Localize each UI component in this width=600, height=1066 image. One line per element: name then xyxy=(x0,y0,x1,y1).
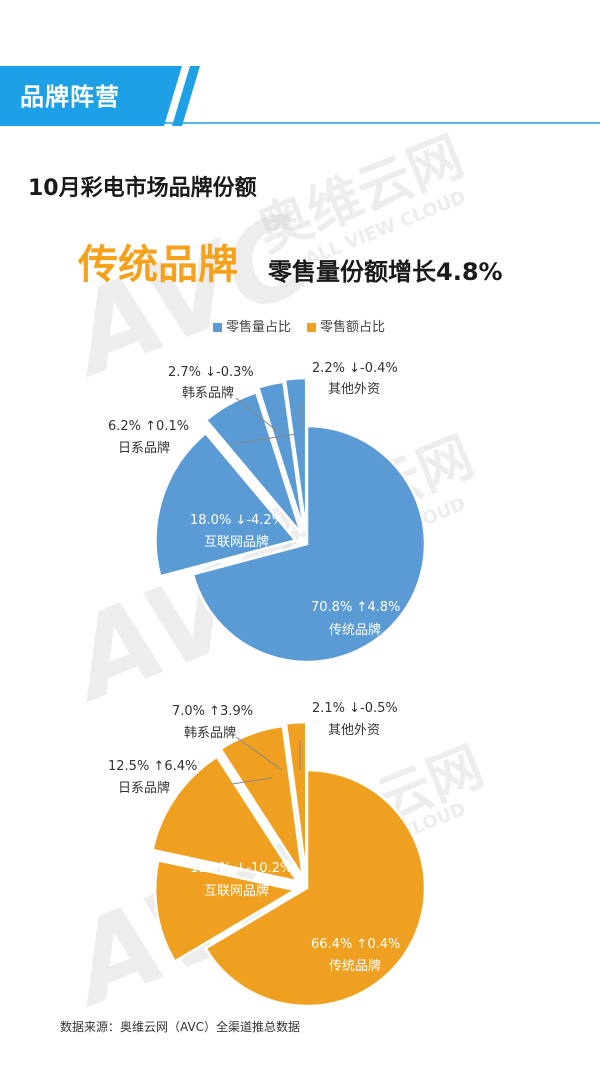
page-title: 10月彩电市场品牌份额 xyxy=(28,176,257,201)
pie-0: 70.8% ↑4.8% 传统品牌 18.0% ↓-4.2% 互联网品牌 6.2% ↑0.… xyxy=(108,361,427,664)
data-label-name-japanese: 日系品牌 xyxy=(118,440,170,456)
pie-slice-other-foreign xyxy=(283,376,308,533)
pie-slice-korean xyxy=(218,724,305,878)
data-label-value-japanese: 12.5% ↑6.4% xyxy=(108,759,197,774)
legend-swatch-value xyxy=(307,323,316,332)
data-label-value-korean: 7.0% ↑3.9% xyxy=(172,704,253,719)
pie-slice-other-foreign xyxy=(284,720,308,877)
data-label-name-korean: 韩系品牌 xyxy=(184,725,236,741)
section-tag: 品牌阵营 xyxy=(20,83,120,111)
headline-sub: 零售量份额增长4.8% xyxy=(268,258,503,286)
pie-slice-internet xyxy=(154,431,298,578)
data-label-value-other-foreign: 2.1% ↓-0.5% xyxy=(312,701,398,716)
pie-slice-traditional xyxy=(203,768,427,1008)
data-label-name-other-foreign: 其他外资 xyxy=(328,723,380,738)
data-label-value-traditional: 70.8% ↑4.8% xyxy=(311,600,400,615)
legend-label-volume: 零售量占比 xyxy=(226,320,292,335)
pie-slice-korean xyxy=(256,380,306,533)
legend-item-volume: 零售量占比 xyxy=(213,316,291,335)
data-source: 数据来源：奥维云网（AVC）全渠道推总数据 xyxy=(60,1020,301,1034)
leader-line-japanese xyxy=(231,433,297,445)
data-label-value-korean: 2.7% ↓-0.3% xyxy=(168,365,254,380)
data-label-value-traditional: 66.4% ↑0.4% xyxy=(311,937,400,952)
data-label-name-traditional: 传统品牌 xyxy=(329,958,381,974)
pie-slice-internet xyxy=(153,858,299,964)
pie-slice-japanese xyxy=(204,390,303,535)
legend-label-value: 零售额占比 xyxy=(320,320,386,335)
chart-legend: 零售量占比 零售额占比 xyxy=(0,316,600,336)
data-label-name-korean: 韩系品牌 xyxy=(182,385,234,401)
data-label-value-internet: 18.0% ↓-4.2% xyxy=(190,513,284,528)
data-label-name-internet: 互联网品牌 xyxy=(204,883,269,899)
data-label-name-japanese: 日系品牌 xyxy=(118,780,170,796)
pie-slice-traditional xyxy=(191,424,427,664)
legend-swatch-volume xyxy=(213,323,222,332)
data-label-name-traditional: 传统品牌 xyxy=(329,622,381,638)
data-label-name-internet: 互联网品牌 xyxy=(204,534,269,550)
pie-1: 66.4% ↑0.4% 传统品牌 11.9% ↓-10.2% 互联网品牌 12.5% ↑… xyxy=(108,701,427,1008)
leader-line-japanese xyxy=(231,777,273,785)
leader-line-korean xyxy=(235,397,278,432)
data-label-name-other-foreign: 其他外资 xyxy=(328,382,380,397)
data-label-value-japanese: 6.2% ↑0.1% xyxy=(108,419,189,434)
data-label-value-other-foreign: 2.2% ↓-0.4% xyxy=(312,361,398,376)
headline-main: 传统品牌 xyxy=(78,242,238,288)
legend-item-value: 零售额占比 xyxy=(307,316,385,335)
section-banner xyxy=(0,66,600,126)
leader-line-korean xyxy=(235,736,283,771)
pie-slice-japanese xyxy=(150,755,300,884)
data-label-value-internet: 11.9% ↓-10.2% xyxy=(190,861,292,876)
